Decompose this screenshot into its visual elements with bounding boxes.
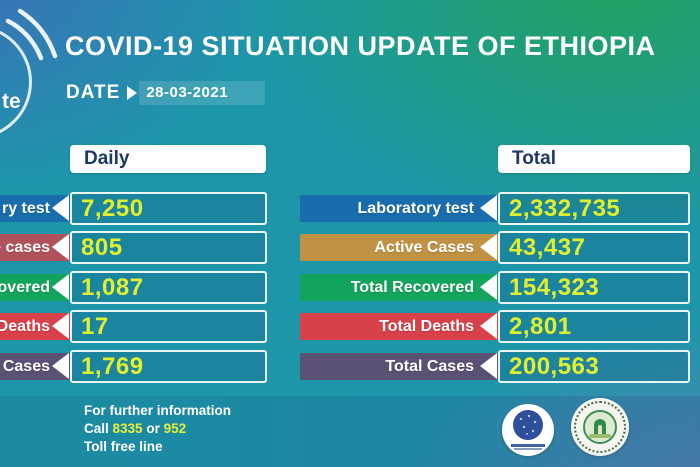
left-arrow-icon bbox=[480, 195, 497, 221]
signal-arcs-icon bbox=[5, 8, 58, 61]
stat-value-box: 200,563 bbox=[498, 350, 690, 383]
ephi-logo bbox=[502, 404, 554, 456]
stat-value-box: 1,087 bbox=[70, 271, 267, 304]
ministry-of-health-logo bbox=[571, 398, 629, 456]
footer-info-line: For further information bbox=[84, 403, 231, 418]
page-title: COVID-19 SITUATION UPDATE OF ETHIOPIA bbox=[65, 31, 656, 61]
stat-value-box: 805 bbox=[70, 231, 267, 264]
stat-label: Total Cases bbox=[385, 357, 474, 375]
date-row: DATE 28-03-2021 bbox=[66, 81, 266, 105]
left-arrow-icon bbox=[52, 274, 69, 300]
stat-label: ry test bbox=[1, 199, 50, 217]
stat-value: 2,332,735 bbox=[509, 194, 621, 222]
left-arrow-icon bbox=[480, 313, 497, 339]
left-arrow-icon bbox=[480, 234, 497, 260]
logo-text-line bbox=[514, 448, 542, 450]
badge-text-fragment: te bbox=[2, 90, 21, 113]
total-row-active-cases: Active Cases 43,437 bbox=[300, 231, 692, 264]
total-column-header: Total bbox=[498, 145, 690, 173]
play-arrow-icon bbox=[127, 86, 138, 100]
footer-call-line: Call 8335 or 952 bbox=[84, 420, 187, 436]
stat-label: Total Recovered bbox=[350, 278, 474, 296]
daily-row-laboratory-test: ry test 7,250 bbox=[0, 192, 270, 225]
stat-label: e cases bbox=[0, 238, 50, 256]
seal-emblem bbox=[583, 410, 617, 444]
stat-value-box: 1,769 bbox=[70, 350, 267, 383]
globe-icon bbox=[513, 410, 543, 440]
daily-row-severe-cases: e cases 805 bbox=[0, 231, 270, 264]
stat-value-box: 2,801 bbox=[498, 310, 690, 343]
stat-value-box: 7,250 bbox=[70, 192, 267, 225]
stat-value-box: 154,323 bbox=[498, 271, 690, 304]
phone-number: 952 bbox=[163, 420, 187, 436]
stat-value: 805 bbox=[81, 233, 123, 261]
stat-label: y Cases bbox=[0, 357, 50, 375]
emblem-ground bbox=[589, 434, 611, 438]
daily-column-header: Daily bbox=[70, 145, 266, 173]
stat-value: 43,437 bbox=[509, 233, 586, 261]
stat-label-bar: Total Deaths bbox=[300, 313, 498, 340]
daily-row-cases: y Cases 1,769 bbox=[0, 350, 270, 383]
stat-label-bar: Laboratory test bbox=[300, 195, 498, 222]
left-arrow-icon bbox=[52, 234, 69, 260]
stat-label: Laboratory test bbox=[357, 199, 474, 217]
total-row-laboratory-test: Laboratory test 2,332,735 bbox=[300, 192, 692, 225]
total-row-recovered: Total Recovered 154,323 bbox=[300, 271, 692, 304]
date-label: DATE bbox=[66, 82, 121, 103]
stat-value: 1,087 bbox=[81, 273, 144, 301]
stat-value: 200,563 bbox=[509, 352, 600, 380]
footer-contact-info: For further information Call 8335 or 952… bbox=[84, 402, 231, 456]
phone-number: 8335 bbox=[112, 420, 143, 436]
left-arrow-icon bbox=[480, 353, 497, 379]
date-value: 28-03-2021 bbox=[139, 81, 266, 105]
stat-label: Total Deaths bbox=[379, 317, 474, 335]
left-arrow-icon bbox=[480, 274, 497, 300]
left-arrow-icon bbox=[52, 195, 69, 221]
stat-label-bar: Total Recovered bbox=[300, 274, 498, 301]
seal-text-ring bbox=[574, 401, 626, 453]
stat-value: 2,801 bbox=[509, 312, 572, 340]
monument-door bbox=[598, 425, 602, 434]
total-row-deaths: Total Deaths 2,801 bbox=[300, 310, 692, 343]
footer-tollfree-line: Toll free line bbox=[84, 438, 163, 454]
stat-value: 17 bbox=[81, 312, 109, 340]
stat-label-bar: Total Cases bbox=[300, 353, 498, 380]
logo-text-line bbox=[511, 444, 545, 447]
stat-value-box: 43,437 bbox=[498, 231, 690, 264]
stat-label: overed bbox=[0, 278, 50, 296]
daily-row-recovered: overed 1,087 bbox=[0, 271, 270, 304]
stat-label: Active Cases bbox=[374, 238, 474, 256]
stat-value: 7,250 bbox=[81, 194, 144, 222]
stat-label-bar: Active Cases bbox=[300, 234, 498, 261]
stat-label: Deaths bbox=[0, 317, 50, 335]
stat-value: 154,323 bbox=[509, 273, 600, 301]
daily-row-deaths: Deaths 17 bbox=[0, 310, 270, 343]
left-arrow-icon bbox=[52, 353, 69, 379]
total-row-cases: Total Cases 200,563 bbox=[300, 350, 692, 383]
stat-value-box: 17 bbox=[70, 310, 267, 343]
stat-value: 1,769 bbox=[81, 352, 144, 380]
left-arrow-icon bbox=[52, 313, 69, 339]
stat-value-box: 2,332,735 bbox=[498, 192, 690, 225]
